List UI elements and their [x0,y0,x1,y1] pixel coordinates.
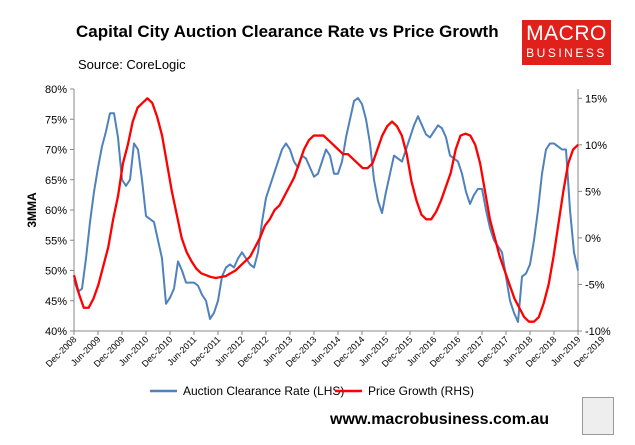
footer-url: www.macrobusiness.com.au [330,411,550,428]
right-tick-label: 10% [585,140,607,152]
logo-line-2: BUSINESS [526,46,607,60]
right-tick-label: -10% [585,326,611,338]
y-axis-title: 3MMA [25,192,39,228]
series-clearance-line [73,97,579,323]
left-tick-label: 70% [45,145,67,157]
right-tick-label: 0% [585,233,601,245]
right-tick-label: 5% [585,186,601,198]
legend-label: Price Growth (RHS) [368,384,474,398]
left-tick-label: 80% [45,84,67,96]
macrobusiness-logo: MACRO BUSINESS [522,20,611,65]
logo-line-1: MACRO [526,22,607,45]
left-tick-label: 75% [45,114,67,126]
chart-title: Capital City Auction Clearance Rate vs P… [76,22,499,41]
left-tick-label: 65% [45,175,67,187]
legend-label: Auction Clearance Rate (LHS) [183,384,344,398]
right-tick-label: 15% [585,93,607,105]
left-tick-label: 55% [45,235,67,247]
left-tick-label: 60% [45,205,67,217]
left-tick-label: 40% [45,326,67,338]
chart-source: Source: CoreLogic [78,57,186,72]
chart-legend: Auction Clearance Rate (LHS) Price Growth… [150,384,474,398]
series-price-line [72,97,579,323]
left-tick-label: 45% [45,296,67,308]
wolf-logo-icon [582,397,614,435]
right-tick-label: -5% [585,279,605,291]
chart-series [72,97,579,323]
left-tick-label: 50% [45,266,67,278]
